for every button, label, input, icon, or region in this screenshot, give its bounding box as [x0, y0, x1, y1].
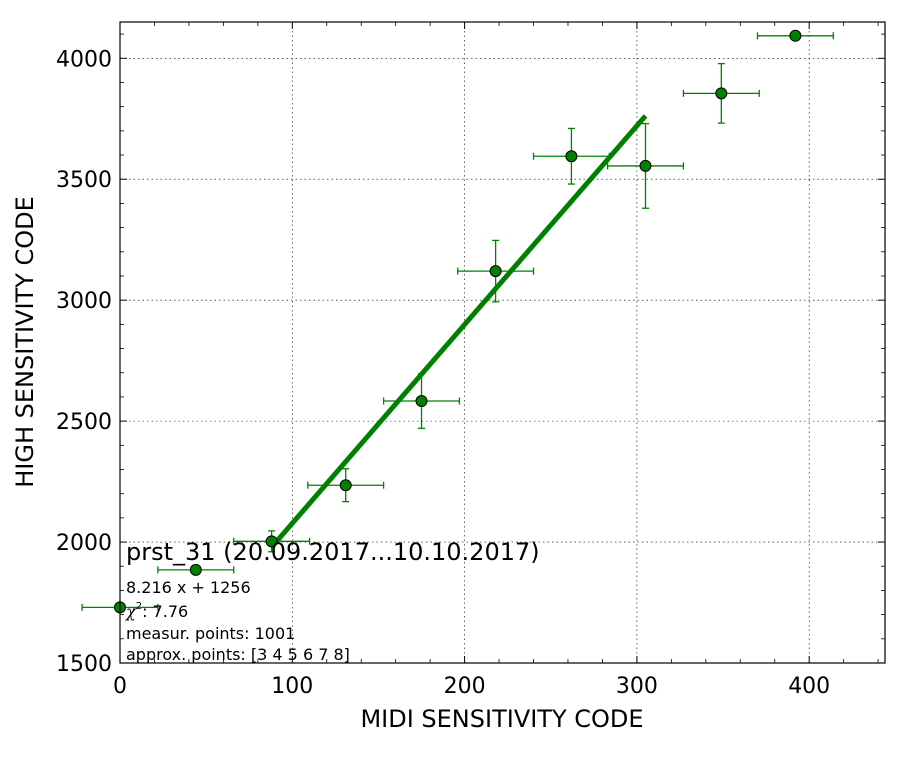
- y-tick-label: 3500: [56, 168, 112, 193]
- x-tick-labels: 0 100 200 300 400: [113, 674, 830, 699]
- data-point: [189, 563, 202, 576]
- y-tick-label: 1500: [56, 652, 112, 677]
- minor-ticks: [120, 22, 885, 663]
- chi-superscript: 2: [136, 601, 142, 612]
- chi-value: : 7.76: [142, 602, 188, 621]
- measurement-points: measur. points: 1001: [126, 624, 295, 643]
- y-tick-label: 4000: [56, 47, 112, 72]
- x-tick-label: 100: [271, 674, 313, 699]
- fit-line: [269, 114, 648, 549]
- fit-line-group: [269, 114, 648, 549]
- data-point: [265, 535, 278, 548]
- data-point: [789, 29, 802, 42]
- series-label: prst_31 (20.09.2017...10.10.2017): [126, 538, 540, 566]
- data-point: [715, 87, 728, 100]
- y-tick-label: 2000: [56, 531, 112, 556]
- plot-frame: [119, 21, 886, 664]
- y-axis-label: HIGH SENSITIVITY CODE: [11, 196, 39, 488]
- y-tick-label: 3000: [56, 289, 112, 314]
- y-tick-label: 2500: [56, 410, 112, 435]
- chi-symbol: χ: [125, 602, 137, 621]
- x-tick-label: 400: [788, 674, 830, 699]
- data-point: [339, 479, 352, 492]
- data-point: [565, 150, 578, 163]
- x-tick-label: 0: [113, 674, 127, 699]
- fit-equation: 8.216 x + 1256: [126, 578, 251, 597]
- x-tick-label: 300: [616, 674, 658, 699]
- data-point: [639, 159, 652, 172]
- data-point: [489, 265, 502, 278]
- grid: [120, 22, 885, 663]
- x-tick-label: 200: [444, 674, 486, 699]
- approx-points: approx. points: [3 4 5 6 7 8]: [126, 645, 350, 664]
- x-axis-label: MIDI SENSITIVITY CODE: [360, 705, 643, 733]
- chi-square: χ2: 7.76: [125, 601, 188, 621]
- y-tick-labels: 1500 2000 2500 3000 3500 4000: [56, 47, 112, 677]
- data-points: [114, 29, 802, 614]
- plot-background: [120, 22, 885, 663]
- data-point: [415, 395, 428, 408]
